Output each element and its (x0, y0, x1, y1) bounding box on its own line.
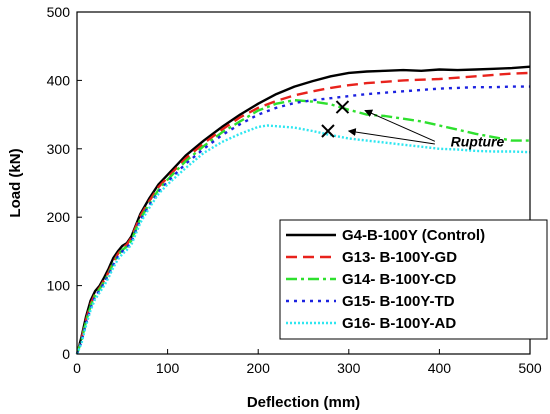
legend-label: G4-B-100Y (Control) (342, 227, 485, 244)
y-axis-title: Load (kN) (7, 148, 24, 217)
series-line-3 (75, 98, 530, 355)
x-tick-label: 400 (428, 360, 452, 376)
rupture-label: Rupture (451, 134, 505, 150)
series-lines (75, 65, 531, 355)
y-tick-label: 400 (47, 72, 71, 88)
rupture-arrow (347, 128, 435, 145)
series-line-1 (75, 65, 531, 355)
legend-label: G16- B-100Y-AD (342, 315, 456, 332)
rupture-arrow (364, 109, 436, 142)
axis-ticks: 0 100 200 300 400 500 0 100 200 300 400 500 (47, 4, 542, 376)
y-tick-label: 0 (62, 346, 70, 362)
y-tick-label: 200 (47, 209, 71, 225)
series-line-2 (75, 71, 531, 355)
y-tick-label: 300 (47, 141, 71, 157)
rupture-marker (321, 124, 335, 138)
legend-label: G13- B-100Y-GD (342, 249, 457, 266)
y-tick-label: 100 (47, 278, 71, 294)
legend-label: G14- B-100Y-CD (342, 271, 456, 288)
x-tick-label: 500 (518, 360, 542, 376)
x-tick-label: 100 (156, 360, 180, 376)
legend: G4-B-100Y (Control) G13- B-100Y-GD G14- B-… (279, 219, 548, 340)
series-line-5 (75, 124, 531, 355)
plot-frame (76, 11, 531, 355)
x-axis-title: Deflection (mm) (247, 394, 360, 411)
x-tick-label: 0 (73, 360, 81, 376)
y-tick-label: 500 (47, 4, 71, 20)
rupture-marker (335, 100, 350, 114)
annotations: Rupture (321, 100, 505, 150)
x-tick-label: 300 (337, 360, 361, 376)
legend-label: G15- B-100Y-TD (342, 293, 455, 310)
x-tick-label: 200 (247, 360, 271, 376)
